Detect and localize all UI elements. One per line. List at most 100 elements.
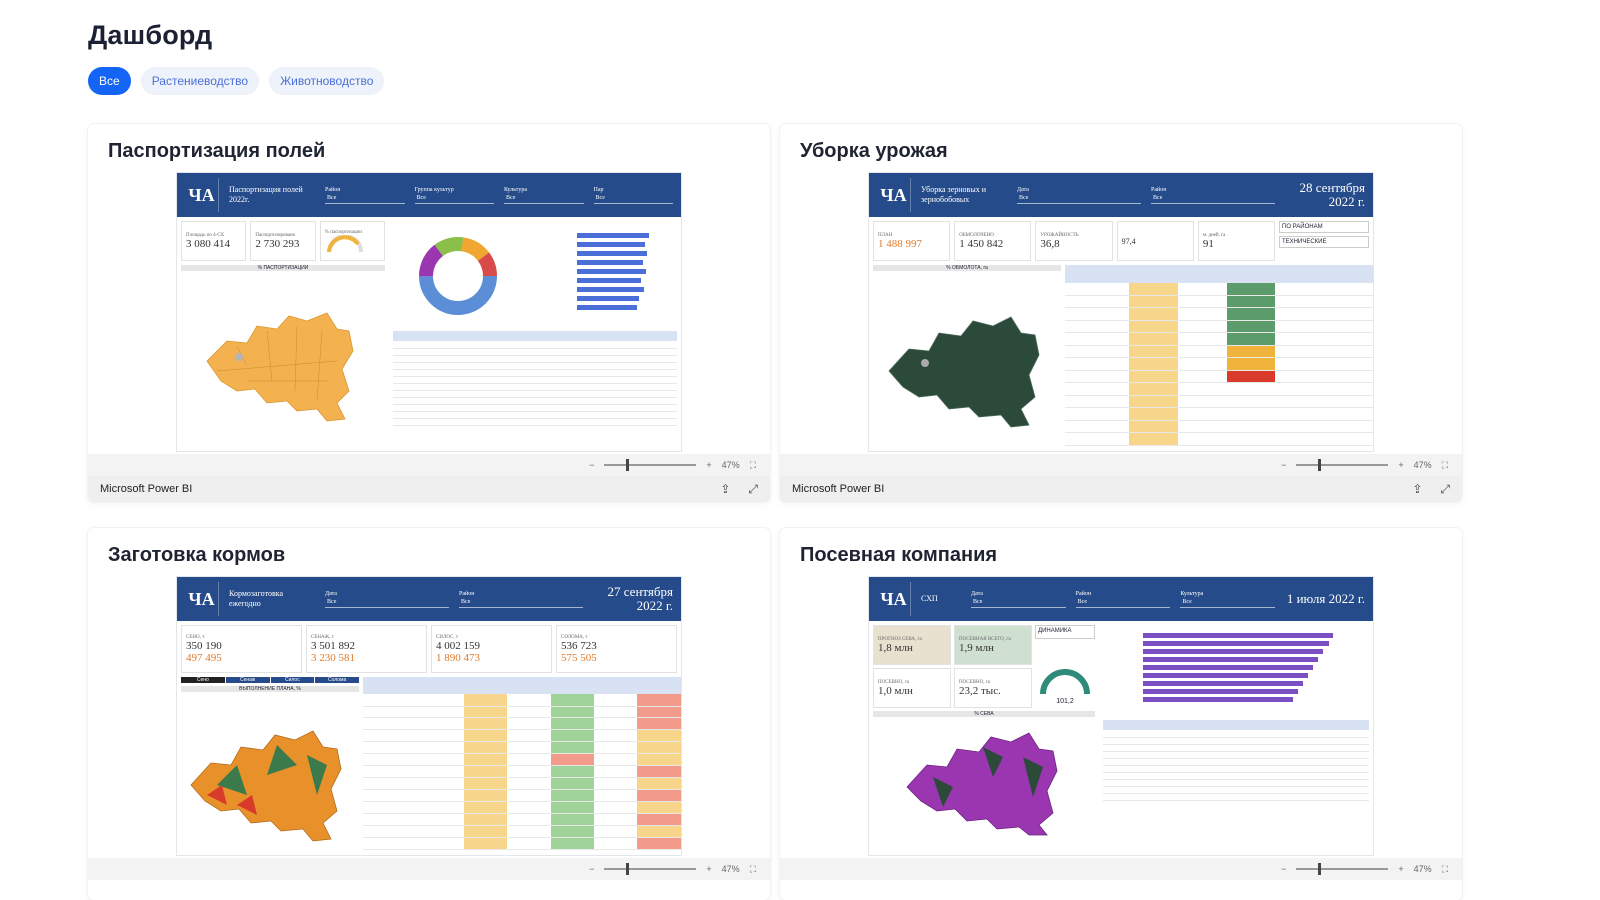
page-title: Дашборд	[88, 20, 213, 50]
zoom-slider[interactable]	[1296, 863, 1389, 875]
kpi-sown-2: ПОСЕВНО, га 23,2 тыс.	[954, 668, 1032, 708]
card-title: Уборка урожая	[800, 140, 948, 162]
kpi-yield: УРОЖАЙНОСТЬ 36,8	[1035, 221, 1113, 261]
tab-straw[interactable]: Солома	[315, 677, 359, 683]
filter-all[interactable]: Все	[88, 67, 131, 95]
report-header: ЧА Кормозаготовка ежегодно Дата Все Район…	[177, 577, 681, 621]
tab-silage[interactable]: Силос	[270, 677, 315, 683]
bar-chart[interactable]	[1103, 625, 1365, 715]
data-table[interactable]	[363, 677, 681, 850]
zoom-slider[interactable]	[604, 459, 697, 471]
fullscreen-icon[interactable]: ⤢	[748, 481, 758, 496]
gauge-straw: СОЛОМА, т 536 723 575 505	[556, 625, 677, 673]
zoom-slider[interactable]	[1296, 459, 1389, 471]
card-feed-harvesting[interactable]: Заготовка кормов ЧА Кормозаготовка ежего…	[88, 528, 770, 900]
report-embed[interactable]: ЧА Уборка зерновых и зернобобовых Дата Вс…	[868, 172, 1374, 452]
region-map[interactable]	[869, 271, 1065, 441]
report-filter[interactable]: Культура Все	[1180, 591, 1276, 608]
zoom-level: 47%	[1413, 460, 1432, 470]
zoom-in-icon[interactable]: +	[1398, 460, 1404, 470]
report-toolbar: − + 47% ⛶	[780, 454, 1462, 476]
zoom-in-icon[interactable]: +	[1398, 864, 1404, 874]
dynamics-button[interactable]: ДИНАМИКА	[1035, 625, 1095, 639]
report-embed[interactable]: ЧА Кормозаготовка ежегодно Дата Все Район…	[176, 576, 682, 856]
zoom-out-icon[interactable]: −	[589, 864, 595, 874]
report-date: 28 сентября 2022 г.	[1299, 179, 1366, 209]
report-filter[interactable]: Район Все	[325, 187, 405, 204]
report-filter[interactable]: Район Все	[1075, 591, 1171, 608]
report-filter[interactable]: Дата Все	[1017, 187, 1141, 204]
kpi-threshed: ОБМОЛОЧЕНО 1 450 842	[954, 221, 1032, 261]
filter-crop-production[interactable]: Растениеводство	[140, 67, 260, 95]
map-label: ВЫПОЛНЕНИЕ ПЛАНА, %	[181, 686, 359, 692]
report-date: 27 сентября 2022 г.	[607, 583, 674, 613]
region-map[interactable]	[873, 717, 1095, 837]
data-table[interactable]	[393, 331, 677, 426]
kpi-forecast: ПРОГНОЗ СЕВА, га 1,8 млн	[873, 625, 951, 665]
zoom-level: 47%	[721, 460, 740, 470]
card-sowing-campaign[interactable]: Посевная компания ЧА СХП Дата Все Район Вс…	[780, 528, 1462, 900]
kpi-sown: ПОСЕВНО, га 1,0 млн	[873, 668, 951, 708]
region-map[interactable]	[177, 271, 389, 447]
data-table[interactable]	[1065, 265, 1373, 446]
report-header: ЧА Паспортизация полей 2022г. Район Все Г…	[177, 173, 681, 217]
data-table[interactable]	[1103, 720, 1369, 801]
report-name: Паспортизация полей 2022г.	[229, 185, 303, 204]
report-embed[interactable]: ЧА СХП Дата Все Район Все Культура Все 1 ию…	[868, 576, 1374, 856]
zoom-slider[interactable]	[604, 863, 697, 875]
report-filter[interactable]: Дата Все	[971, 591, 1066, 608]
zoom-out-icon[interactable]: −	[589, 460, 595, 470]
share-icon[interactable]: ⇪	[1412, 481, 1423, 496]
kpi-total: ПОСЕВНАЯ ВСЕГО, га 1,9 млн	[954, 625, 1032, 665]
fit-page-icon[interactable]: ⛶	[1441, 459, 1448, 470]
map-label: % ПАСПОРТИЗАЦИИ	[181, 265, 385, 271]
card-field-passport[interactable]: Паспортизация полей ЧА Паспортизация пол…	[88, 124, 770, 502]
kpi-plan: ПЛАН 1 488 997	[873, 221, 951, 261]
zoom-in-icon[interactable]: +	[706, 864, 712, 874]
gauge-hay: СЕНО, т 350 190 497 495	[181, 625, 302, 673]
card-title: Паспортизация полей	[108, 140, 326, 162]
report-filter[interactable]: Пар Все	[593, 187, 673, 204]
region-map[interactable]	[177, 695, 363, 845]
fit-page-icon[interactable]: ⛶	[1441, 863, 1448, 874]
logo-icon: ЧА	[185, 582, 219, 616]
card-title: Посевная компания	[800, 544, 998, 566]
fit-page-icon[interactable]: ⛶	[749, 459, 756, 470]
kpi-days: м. дней, га 91	[1197, 221, 1276, 261]
report-footer: Microsoft Power BI ⇪ ⤢	[88, 476, 770, 502]
card-title: Заготовка кормов	[108, 544, 286, 566]
map-label: % СЕВА	[873, 711, 1095, 717]
report-date: 1 июля 2022 г.	[1286, 590, 1366, 606]
fullscreen-icon[interactable]: ⤢	[1440, 481, 1450, 496]
report-toolbar: − + 47% ⛶	[88, 858, 770, 880]
technical-button[interactable]: ТЕХНИЧЕСКИЕ	[1279, 236, 1370, 248]
zoom-in-icon[interactable]: +	[706, 460, 712, 470]
powerbi-link[interactable]: Microsoft Power BI	[100, 483, 193, 495]
card-harvest[interactable]: Уборка урожая ЧА Уборка зерновых и зерно…	[780, 124, 1462, 502]
tab-hay[interactable]: Сено	[181, 677, 225, 683]
by-district-button[interactable]: ПО РАЙОНАМ	[1279, 221, 1370, 233]
fit-page-icon[interactable]: ⛶	[749, 863, 756, 874]
powerbi-link[interactable]: Microsoft Power BI	[792, 483, 885, 495]
report-header: ЧА СХП Дата Все Район Все Культура Все 1 ию…	[869, 577, 1373, 621]
zoom-out-icon[interactable]: −	[1281, 864, 1287, 874]
donut-chart[interactable]	[393, 221, 523, 331]
report-filter[interactable]: Дата Все	[325, 591, 449, 608]
report-toolbar: − + 47% ⛶	[780, 858, 1462, 880]
bar-chart[interactable]	[527, 221, 667, 331]
report-filter[interactable]: Культура Все	[504, 187, 584, 204]
tab-haylage[interactable]: Сенаж	[225, 677, 270, 683]
zoom-out-icon[interactable]: −	[1281, 460, 1287, 470]
kpi-passported: Паспортизировано 2 730 293	[250, 221, 316, 261]
report-filter[interactable]: Район Все	[459, 591, 583, 608]
share-icon[interactable]: ⇪	[720, 481, 731, 496]
filter-livestock[interactable]: Животноводство	[269, 67, 385, 95]
report-filter[interactable]: Группа культур Все	[414, 187, 494, 204]
report-filter[interactable]: Район Все	[1151, 187, 1275, 204]
report-embed[interactable]: ЧА Паспортизация полей 2022г. Район Все Г…	[176, 172, 682, 452]
kpi-gauge: % паспортизации	[319, 221, 385, 261]
zoom-level: 47%	[721, 864, 740, 874]
